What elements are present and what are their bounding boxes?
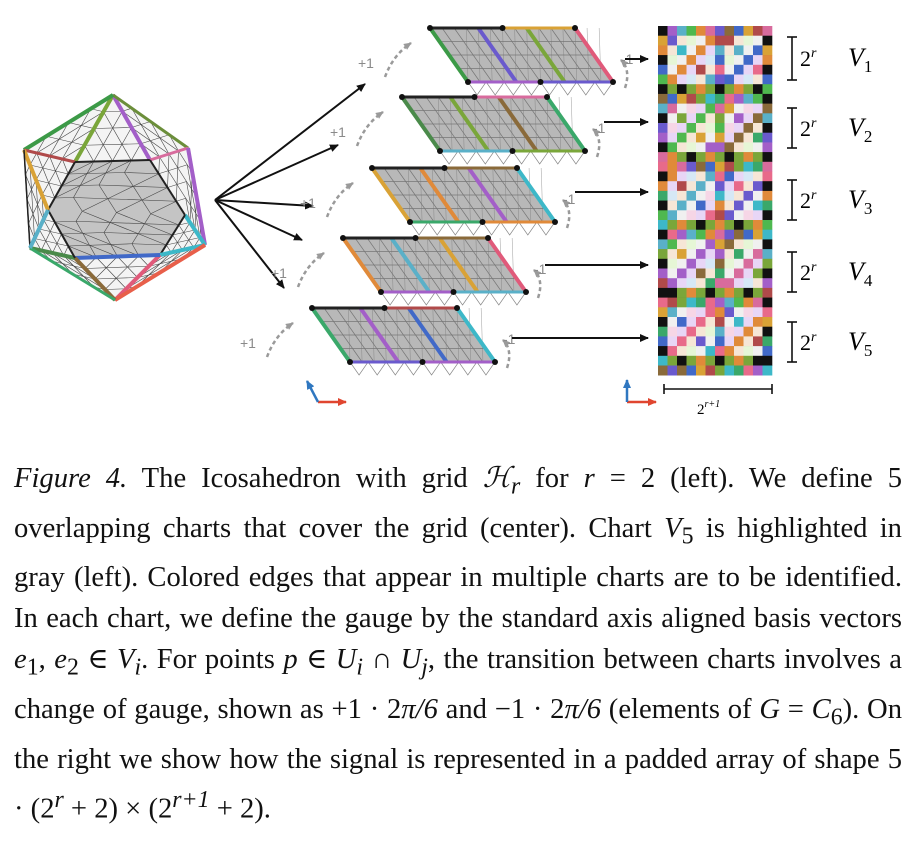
math-shape: 5 · (2 — [14, 743, 902, 825]
span-label-2: 2r — [800, 116, 817, 141]
chart-strip-1: +1 -1 — [358, 25, 634, 96]
strip-axes — [305, 380, 347, 406]
math-e1: e1 — [14, 644, 39, 682]
span-label-5: 2r — [800, 330, 817, 355]
math-cap: ∩ — [363, 644, 401, 676]
strip-axis-y — [305, 380, 320, 403]
gauge-minus-label-2: -1 — [593, 120, 606, 136]
chart-name-1: V1 — [848, 43, 872, 76]
gauge-minus-label-5: -1 — [503, 331, 516, 347]
array-arrows — [512, 55, 649, 342]
chart-name-2: V2 — [848, 113, 872, 146]
caption-text: = 2 (left). We define 5 overlapping char… — [14, 463, 902, 544]
math-ui: Ui — [335, 644, 364, 682]
fan-arrow-4 — [214, 199, 303, 241]
fan-arrow-2 — [214, 144, 339, 201]
gauge-plus-label-2: +1 — [330, 124, 346, 140]
chart-strip-5: +1 -1 — [240, 305, 516, 376]
math-uj: Uj — [400, 644, 428, 682]
caption-text: is highlighted in gray (left). Colored e… — [14, 512, 902, 635]
span-label-1: 2r — [800, 46, 817, 71]
array-width-label: 2r+1 — [663, 384, 773, 418]
gauge-plus-label-3: +1 — [300, 195, 316, 211]
chart-strip-2: +1 -1 — [330, 94, 606, 165]
chart-name-3: V3 — [848, 185, 872, 218]
span-label-3: 2r — [800, 188, 817, 213]
fan-arrow-1 — [214, 83, 366, 201]
gauge-plus-label-5: +1 — [240, 335, 256, 351]
math-shape: + 2) × (2 — [63, 793, 173, 825]
gauge-plus-label-1: +1 — [358, 55, 374, 71]
math-sup-r: r — [54, 786, 64, 813]
chart-fan-arrows — [214, 83, 366, 289]
caption-text: , the transition between charts involves… — [14, 644, 902, 726]
math-eq: = — [779, 694, 812, 726]
math-pi6: π/6 — [401, 694, 438, 726]
icosahedron — [22, 93, 207, 302]
math-c6: C6 — [811, 694, 843, 731]
math-v5: V5 — [664, 512, 694, 550]
math-in: ∈ — [78, 644, 118, 676]
math-p: p — [283, 644, 298, 676]
math-g: G — [759, 694, 780, 726]
math-sup-rp1: r+1 — [172, 786, 210, 813]
caption-text: for — [520, 463, 584, 494]
caption-label: Figure 4. — [14, 463, 128, 494]
array-axes — [623, 379, 657, 406]
gauge-plus-label-4: +1 — [271, 265, 287, 281]
math-in: ∈ — [297, 644, 336, 676]
caption-text: and — [437, 694, 495, 726]
caption-text: ). On the right we show how the signal i… — [14, 694, 903, 775]
math-vi: Vi — [117, 644, 142, 682]
gauge-minus-label-4: -1 — [534, 261, 547, 277]
chart-labels: 2r V1 2r V2 2r V3 2r V4 2r V5 — [663, 36, 873, 418]
grid-symbol: ℋr — [482, 463, 521, 500]
caption-text: , — [38, 644, 55, 676]
fan-arrow-5 — [214, 199, 285, 289]
fan-arrow-3 — [214, 199, 314, 210]
math-plus-one: +1 · 2 — [331, 694, 402, 726]
figure-canvas: +1 -1+1 -1+1 -1+1 -1+1 -1 2r V1 2r V2 — [22, 25, 873, 418]
chart-name-4: V4 — [848, 257, 873, 290]
chart-label-2: 2r V2 — [787, 107, 872, 149]
math-e2: e2 — [54, 644, 79, 682]
chart-name-5: V5 — [848, 327, 872, 360]
caption-text: . For points — [141, 644, 284, 676]
chart-strip-4: +1 -1 — [271, 235, 547, 306]
figure-caption: Figure 4. The Icosahedron with grid ℋr f… — [14, 458, 902, 829]
math-shape: + 2). — [209, 793, 271, 825]
caption-text: (elements of — [601, 694, 760, 726]
gauge-minus-label-3: -1 — [563, 191, 576, 207]
chart-strips: +1 -1+1 -1+1 -1+1 -1+1 -1 — [240, 25, 634, 376]
caption-text: The Icosahedron with grid — [127, 463, 483, 494]
math-r: r — [583, 463, 595, 494]
width-label: 2r+1 — [697, 399, 720, 418]
chart-label-3: 2r V3 — [787, 179, 872, 221]
chart-label-4: 2r V4 — [787, 251, 873, 293]
math-pi6: π/6 — [564, 694, 602, 726]
chart-label-1: 2r V1 — [787, 36, 872, 81]
span-label-4: 2r — [800, 260, 817, 285]
figure-4: +1 -1 +1 -1 +1 -1 +1 -1 +1 -1 2r V1 2r V2 — [22, 25, 873, 418]
chart-strip-3: +1 -1 — [300, 165, 576, 236]
math-minus-one: −1 · 2 — [494, 694, 565, 726]
padded-array — [658, 26, 773, 376]
icosahedron-grid — [25, 107, 202, 290]
icosahedron-edges — [22, 93, 207, 302]
chart-label-5: 2r V5 — [787, 321, 872, 363]
